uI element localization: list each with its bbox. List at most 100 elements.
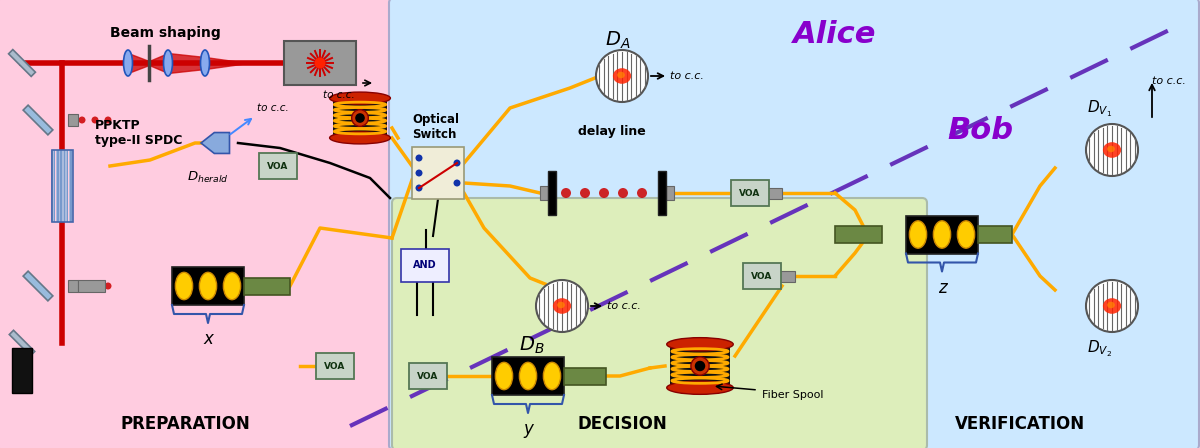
Ellipse shape xyxy=(520,362,536,390)
Circle shape xyxy=(415,169,422,177)
Bar xyxy=(666,186,674,200)
Circle shape xyxy=(91,283,98,289)
FancyBboxPatch shape xyxy=(284,41,356,85)
Bar xyxy=(68,114,78,126)
Circle shape xyxy=(91,116,98,124)
Ellipse shape xyxy=(544,362,560,390)
Text: DECISION: DECISION xyxy=(577,415,667,433)
Text: VOA: VOA xyxy=(751,271,773,280)
Text: delay line: delay line xyxy=(578,125,646,138)
Bar xyxy=(58,150,59,222)
Circle shape xyxy=(415,185,422,191)
Bar xyxy=(67,150,68,222)
Ellipse shape xyxy=(163,50,173,76)
Bar xyxy=(906,215,978,254)
Bar xyxy=(548,171,556,215)
Text: to c.c.: to c.c. xyxy=(257,103,289,113)
Text: VOA: VOA xyxy=(418,371,439,380)
Text: VERIFICATION: VERIFICATION xyxy=(955,415,1085,433)
Bar xyxy=(978,226,1012,243)
Text: Optical
Switch: Optical Switch xyxy=(412,113,458,141)
Circle shape xyxy=(454,159,461,167)
Polygon shape xyxy=(8,50,36,77)
Text: VOA: VOA xyxy=(324,362,346,370)
Ellipse shape xyxy=(934,221,950,248)
Bar xyxy=(12,348,32,393)
Bar xyxy=(54,150,55,222)
Text: Bob: Bob xyxy=(947,116,1013,145)
Ellipse shape xyxy=(617,72,625,78)
Bar xyxy=(564,367,606,384)
Bar xyxy=(50,150,53,222)
Polygon shape xyxy=(23,105,53,135)
Ellipse shape xyxy=(352,110,368,126)
Ellipse shape xyxy=(910,221,926,248)
Bar xyxy=(78,280,106,292)
Bar xyxy=(671,345,730,387)
Text: Beam shaping: Beam shaping xyxy=(109,26,221,40)
Polygon shape xyxy=(23,271,53,301)
Ellipse shape xyxy=(613,68,631,84)
Bar xyxy=(52,150,72,222)
Text: to c.c.: to c.c. xyxy=(323,90,355,100)
FancyBboxPatch shape xyxy=(389,0,1199,448)
Bar xyxy=(70,150,72,222)
Bar xyxy=(658,171,666,215)
Ellipse shape xyxy=(124,50,132,76)
Text: VOA: VOA xyxy=(268,161,289,171)
Text: $D_{V_1}$: $D_{V_1}$ xyxy=(1087,98,1112,119)
Ellipse shape xyxy=(667,338,733,351)
Circle shape xyxy=(1086,280,1138,332)
FancyBboxPatch shape xyxy=(0,0,396,448)
Text: $D_B$: $D_B$ xyxy=(520,335,545,356)
Circle shape xyxy=(580,188,590,198)
Ellipse shape xyxy=(175,272,193,300)
Text: PREPARATION: PREPARATION xyxy=(120,415,250,433)
Bar xyxy=(332,99,388,137)
Circle shape xyxy=(454,180,461,186)
Text: y: y xyxy=(523,420,533,438)
FancyBboxPatch shape xyxy=(731,180,769,206)
Bar xyxy=(72,150,73,222)
Ellipse shape xyxy=(330,132,390,144)
Text: Fiber Spool: Fiber Spool xyxy=(762,390,823,400)
Bar xyxy=(835,226,882,243)
Bar xyxy=(62,150,64,222)
Ellipse shape xyxy=(691,357,709,375)
Text: VOA: VOA xyxy=(739,189,761,198)
Ellipse shape xyxy=(199,272,217,300)
Bar xyxy=(412,147,464,199)
Circle shape xyxy=(314,57,325,69)
Ellipse shape xyxy=(553,298,571,314)
Circle shape xyxy=(1086,124,1138,176)
Bar xyxy=(767,188,782,198)
Text: to c.c.: to c.c. xyxy=(1152,76,1186,86)
Bar xyxy=(60,150,62,222)
Circle shape xyxy=(536,280,588,332)
Text: AND: AND xyxy=(413,260,437,270)
Bar xyxy=(68,150,70,222)
FancyBboxPatch shape xyxy=(316,353,354,379)
Text: x: x xyxy=(203,330,212,348)
FancyBboxPatch shape xyxy=(409,363,448,389)
Bar xyxy=(244,277,290,294)
Ellipse shape xyxy=(1103,142,1121,158)
Bar xyxy=(55,150,58,222)
Ellipse shape xyxy=(330,92,390,104)
Ellipse shape xyxy=(1108,146,1115,152)
Text: to c.c.: to c.c. xyxy=(607,301,641,311)
Circle shape xyxy=(78,283,85,289)
Circle shape xyxy=(599,188,608,198)
Circle shape xyxy=(104,283,112,289)
Bar xyxy=(64,150,65,222)
FancyBboxPatch shape xyxy=(743,263,781,289)
Text: $D_A$: $D_A$ xyxy=(605,30,631,52)
Ellipse shape xyxy=(1103,298,1121,314)
Circle shape xyxy=(78,116,85,124)
Bar xyxy=(65,150,67,222)
FancyBboxPatch shape xyxy=(401,249,449,281)
Ellipse shape xyxy=(355,113,365,123)
Polygon shape xyxy=(202,133,229,154)
Ellipse shape xyxy=(496,362,512,390)
Text: $D_{V_2}$: $D_{V_2}$ xyxy=(1087,338,1112,358)
